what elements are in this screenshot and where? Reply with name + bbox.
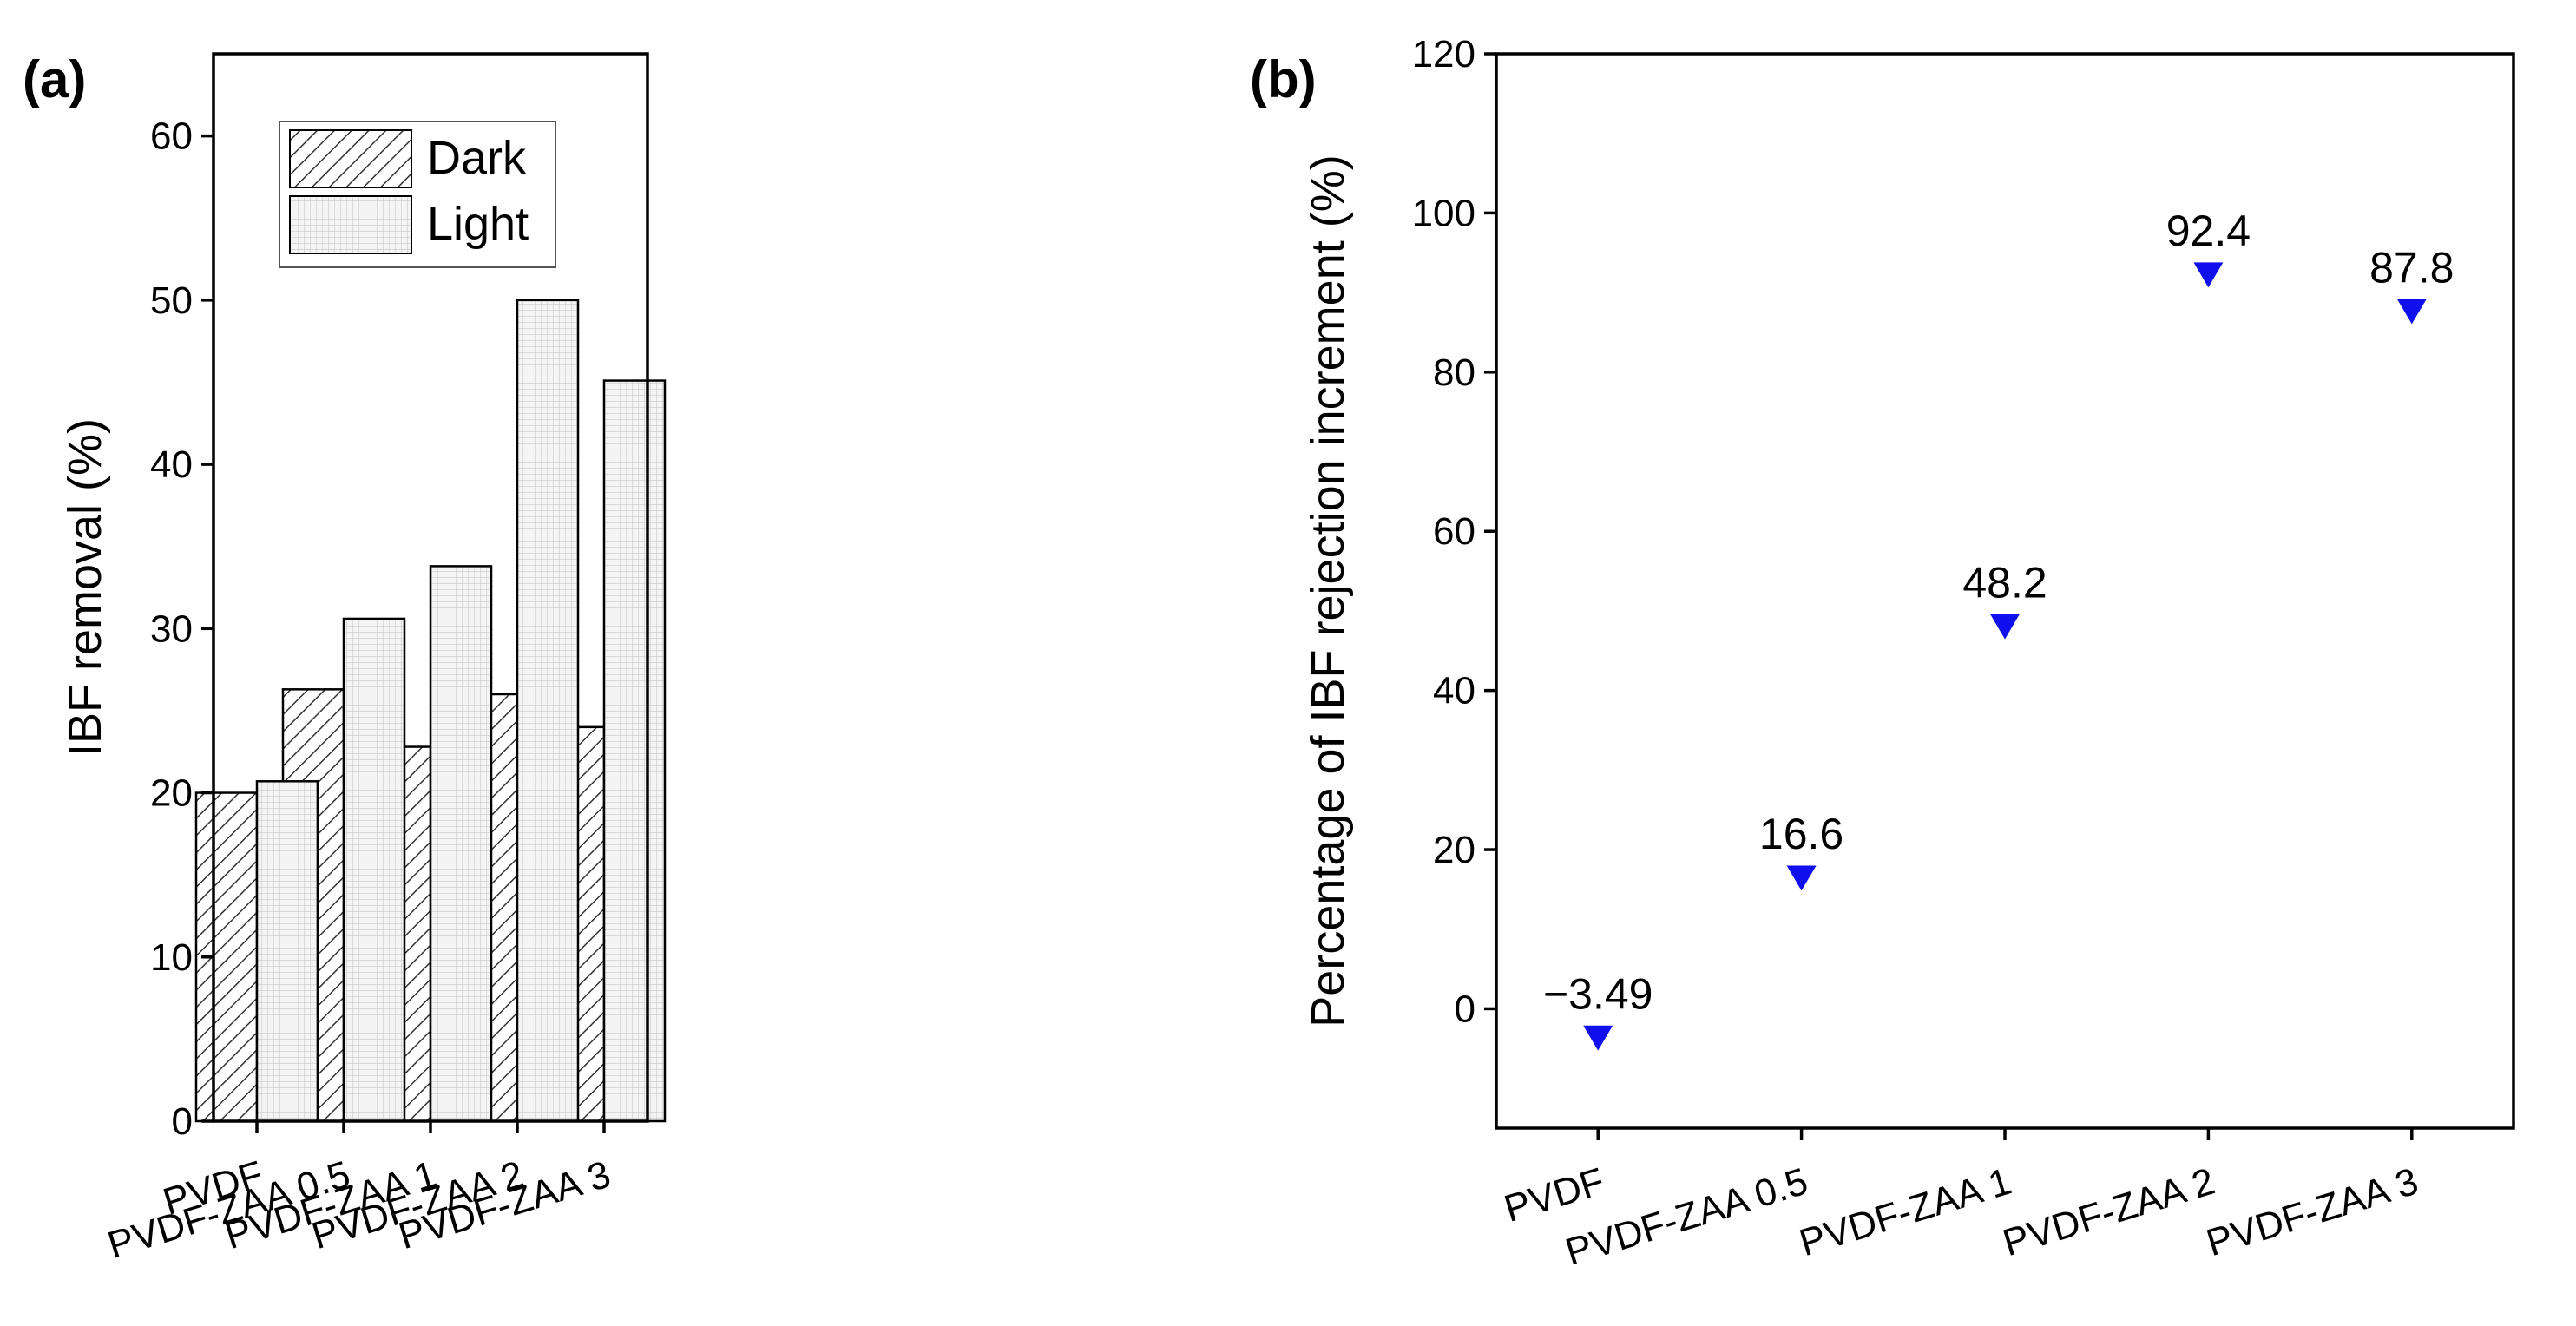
data-point-2 [1990, 614, 2020, 640]
legend-swatch-dark [289, 129, 412, 188]
data-label-2: 48.2 [1962, 558, 2047, 607]
bar-light-1 [342, 617, 406, 1123]
y-tick-label: 0 [1455, 988, 1475, 1030]
data-label-3: 92.4 [2166, 207, 2251, 255]
y-tick-label: 40 [1433, 670, 1475, 712]
legend-label-dark: Dark [427, 132, 527, 184]
x-category-label: PVDF-ZAA 1 [1795, 1160, 2016, 1264]
bar-light-3 [516, 299, 580, 1123]
bar-light-2 [429, 565, 493, 1123]
y-tick-label: 10 [150, 936, 193, 979]
y-tick-label: 80 [1433, 351, 1475, 394]
x-category-label: PVDF-ZAA 3 [2202, 1160, 2423, 1264]
y-tick-label: 40 [150, 443, 193, 486]
data-label-4: 87.8 [2369, 243, 2454, 292]
y-axis-title: Percentage of IBF rejection increment (%… [1302, 154, 1354, 1027]
y-tick-label: 50 [150, 279, 193, 322]
y-tick-label: 30 [150, 607, 193, 650]
legend-swatch-light [289, 195, 412, 254]
data-point-4 [2396, 299, 2427, 325]
x-category-label: PVDF [1500, 1160, 1610, 1231]
data-label-0: −3.49 [1543, 969, 1653, 1018]
data-point-0 [1583, 1025, 1613, 1051]
y-tick-label: 100 [1412, 192, 1475, 234]
panel-label-b: (b) [1250, 50, 1317, 108]
y-tick-label: 120 [1412, 33, 1475, 75]
y-tick-label: 60 [1433, 510, 1475, 553]
data-label-1: 16.6 [1759, 810, 1843, 858]
bar-light-0 [255, 780, 319, 1123]
bar-light-4 [602, 379, 667, 1123]
legend-label-light: Light [427, 198, 529, 250]
legend: Dark Light [279, 121, 556, 268]
x-category-label: PVDF-ZAA 2 [1998, 1160, 2219, 1264]
y-tick-label: 20 [150, 772, 193, 815]
y-tick-label: 20 [1433, 829, 1475, 871]
panel-label-a: (a) [23, 50, 86, 108]
y-tick-label: 60 [150, 115, 193, 158]
data-point-1 [1786, 865, 1817, 891]
y-axis-title: IBF removal (%) [59, 418, 111, 757]
data-point-3 [2193, 262, 2224, 288]
y-tick-label: 0 [172, 1100, 193, 1143]
